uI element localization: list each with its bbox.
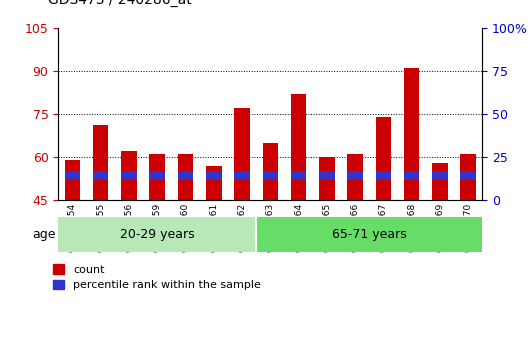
Bar <box>121 180 137 200</box>
Text: age: age <box>32 228 56 241</box>
Bar <box>291 180 306 200</box>
Bar <box>461 180 476 200</box>
Bar <box>234 108 250 171</box>
Bar <box>149 180 165 200</box>
Bar <box>262 171 278 180</box>
Bar <box>206 171 222 180</box>
Bar <box>376 171 391 180</box>
Bar <box>234 180 250 200</box>
Bar <box>432 171 448 180</box>
Bar <box>121 151 137 171</box>
Bar <box>347 180 363 200</box>
Bar <box>376 180 391 200</box>
Bar <box>93 180 109 200</box>
Bar <box>262 180 278 200</box>
Bar <box>404 180 419 200</box>
Bar <box>319 157 334 171</box>
Bar <box>65 180 80 200</box>
Bar <box>262 142 278 171</box>
Bar <box>149 171 165 180</box>
Bar <box>178 154 193 171</box>
Bar <box>319 180 334 200</box>
Bar <box>347 171 363 180</box>
Text: 65-71 years: 65-71 years <box>332 228 407 241</box>
Bar <box>65 160 80 171</box>
Bar <box>93 171 109 180</box>
Bar <box>347 154 363 171</box>
Legend: count, percentile rank within the sample: count, percentile rank within the sample <box>53 264 261 290</box>
Bar <box>93 125 109 171</box>
Bar <box>58 217 256 252</box>
Bar <box>178 180 193 200</box>
Bar <box>432 163 448 171</box>
Bar <box>404 68 419 171</box>
Bar <box>404 171 419 180</box>
Bar <box>432 180 448 200</box>
Bar <box>65 171 80 180</box>
Text: 20-29 years: 20-29 years <box>120 228 195 241</box>
Bar <box>256 217 482 252</box>
Bar <box>121 171 137 180</box>
Bar <box>291 171 306 180</box>
Bar <box>291 94 306 171</box>
Bar <box>206 180 222 200</box>
Bar <box>461 171 476 180</box>
Text: GDS473 / 240286_at: GDS473 / 240286_at <box>48 0 191 7</box>
Bar <box>319 171 334 180</box>
Bar <box>376 117 391 171</box>
Bar <box>149 154 165 171</box>
Bar <box>234 171 250 180</box>
Bar <box>461 154 476 171</box>
Bar <box>178 171 193 180</box>
Bar <box>206 166 222 171</box>
